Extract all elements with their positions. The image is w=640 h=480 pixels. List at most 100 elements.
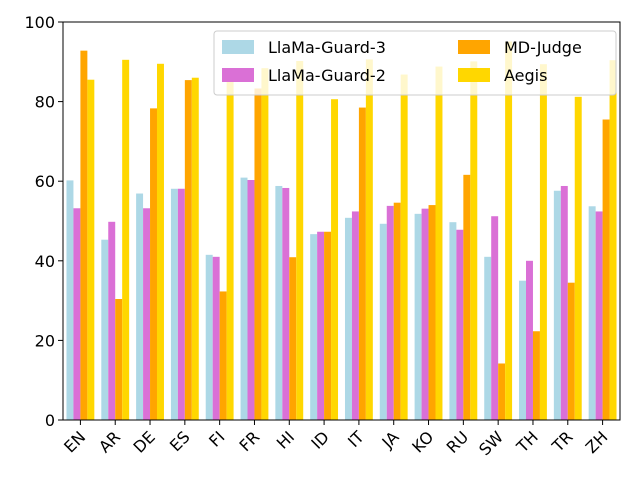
bar-fi-aegis xyxy=(226,75,234,420)
legend-swatch-llama-guard-2 xyxy=(222,68,254,82)
bar-ar-llama-guard-2 xyxy=(108,221,116,420)
legend-label-md-judge: MD-Judge xyxy=(504,38,582,57)
bar-ja-llama-guard-3 xyxy=(379,223,387,420)
bar-it-aegis xyxy=(365,59,373,421)
bar-zh-md-judge xyxy=(602,119,610,420)
y-tick-label: 60 xyxy=(35,172,55,191)
bar-es-llama-guard-2 xyxy=(177,188,185,420)
bar-ko-llama-guard-3 xyxy=(414,213,422,420)
bar-tr-llama-guard-3 xyxy=(553,190,561,420)
bar-id-llama-guard-3 xyxy=(310,234,318,420)
bar-ko-aegis xyxy=(435,66,443,421)
bar-es-aegis xyxy=(191,77,199,420)
x-tick-label-sw: SW xyxy=(475,427,507,459)
bar-ja-aegis xyxy=(400,74,408,420)
x-tick-label-it: IT xyxy=(344,427,368,451)
bar-zh-llama-guard-3 xyxy=(588,206,596,420)
bar-ru-llama-guard-3 xyxy=(449,222,457,420)
y-tick-label: 20 xyxy=(35,331,55,350)
bar-id-md-judge xyxy=(324,231,332,420)
bar-ko-llama-guard-2 xyxy=(421,208,429,420)
bar-ko-md-judge xyxy=(428,205,436,420)
x-tick-label-tr: TR xyxy=(548,427,577,456)
x-tick-label-zh: ZH xyxy=(582,427,612,457)
bar-tr-md-judge xyxy=(567,282,575,420)
bar-fi-llama-guard-2 xyxy=(212,256,220,420)
bar-ja-llama-guard-2 xyxy=(386,205,394,420)
bar-fi-llama-guard-3 xyxy=(205,254,213,420)
bar-sw-md-judge xyxy=(498,363,506,420)
x-tick-label-th: TH xyxy=(512,427,542,457)
x-tick-label-id: ID xyxy=(307,427,332,452)
bar-en-llama-guard-3 xyxy=(66,180,74,420)
y-tick-label: 80 xyxy=(35,93,55,112)
bar-ar-aegis xyxy=(122,59,130,421)
legend-label-llama-guard-3: LlaMa-Guard-3 xyxy=(268,38,386,57)
bar-tr-aegis xyxy=(574,96,582,420)
bar-en-md-judge xyxy=(80,50,88,420)
y-axis: 0 20 40 60 80 100 xyxy=(24,13,63,430)
bars-layer xyxy=(66,41,617,421)
legend-swatch-llama-guard-3 xyxy=(222,40,254,54)
plot-frame xyxy=(62,21,621,421)
bar-de-md-judge xyxy=(150,108,157,420)
y-tick-label: 0 xyxy=(45,411,55,430)
bar-sw-aegis xyxy=(505,41,513,420)
bar-zh-llama-guard-2 xyxy=(595,211,603,420)
bar-ru-aegis xyxy=(470,61,478,420)
legend-box xyxy=(213,30,617,96)
bar-hi-aegis xyxy=(296,61,304,421)
x-tick-label-ko: KO xyxy=(408,427,437,456)
legend-label-llama-guard-2: LlaMa-Guard-2 xyxy=(268,66,386,85)
bar-ar-md-judge xyxy=(115,299,123,420)
legend-swatch-md-judge xyxy=(458,40,490,54)
x-tick-label-ru: RU xyxy=(443,427,473,457)
bar-de-llama-guard-2 xyxy=(143,208,151,420)
legend-swatch-aegis xyxy=(458,68,490,82)
legend: LlaMa-Guard-3 MD-Judge LlaMa-Guard-2 Aegis xyxy=(213,30,617,96)
bar-ar-llama-guard-3 xyxy=(101,239,109,420)
bar-id-aegis xyxy=(331,99,339,420)
bar-en-llama-guard-2 xyxy=(73,208,81,420)
x-tick-label-en: EN xyxy=(60,427,89,456)
x-tick-label-ja: JA xyxy=(378,427,403,452)
x-tick-label-hi: HI xyxy=(273,427,298,452)
bar-fi-md-judge xyxy=(219,291,227,420)
legend-label-aegis: Aegis xyxy=(504,66,547,85)
bar-hi-llama-guard-3 xyxy=(275,185,283,420)
bar-de-llama-guard-3 xyxy=(136,193,144,420)
bar-th-llama-guard-2 xyxy=(526,260,533,420)
bar-hi-md-judge xyxy=(289,257,297,420)
x-tick-label-fr: FR xyxy=(235,427,263,455)
bar-fr-aegis xyxy=(261,68,269,420)
bar-it-llama-guard-3 xyxy=(344,217,352,420)
x-axis: EN AR DE ES FI FR HI ID IT JA KO RU SW TH TR ZH xyxy=(60,420,611,459)
x-tick-label-fi: FI xyxy=(205,427,228,450)
bar-ru-llama-guard-2 xyxy=(456,229,464,420)
bar-de-aegis xyxy=(156,63,164,420)
bar-sw-llama-guard-2 xyxy=(491,216,499,420)
x-tick-label-ar: AR xyxy=(95,427,124,456)
bar-id-llama-guard-2 xyxy=(317,231,325,420)
bar-en-aegis xyxy=(87,79,95,421)
y-tick-label: 100 xyxy=(24,13,55,32)
bar-fr-md-judge xyxy=(254,88,262,420)
bar-es-llama-guard-3 xyxy=(170,188,178,420)
bar-th-llama-guard-3 xyxy=(519,280,527,420)
bar-ja-md-judge xyxy=(393,202,401,420)
bar-fr-llama-guard-3 xyxy=(240,177,248,420)
bar-hi-llama-guard-2 xyxy=(282,187,290,420)
bar-zh-aegis xyxy=(609,60,617,420)
y-tick-label: 40 xyxy=(35,252,55,271)
bar-th-md-judge xyxy=(532,331,540,420)
bar-th-aegis xyxy=(539,64,547,421)
x-tick-label-de: DE xyxy=(130,427,159,456)
bar-sw-llama-guard-3 xyxy=(484,256,492,420)
bar-ru-md-judge xyxy=(463,174,471,420)
bar-tr-llama-guard-2 xyxy=(560,185,568,420)
bar-fr-llama-guard-2 xyxy=(247,180,255,420)
bar-it-md-judge xyxy=(358,107,366,420)
bar-es-md-judge xyxy=(184,80,192,420)
